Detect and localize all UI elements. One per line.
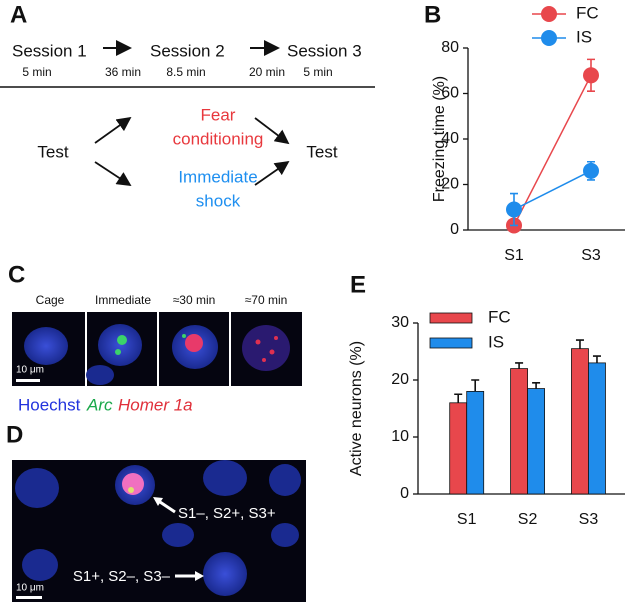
y-tick-label: 80 [441,39,459,56]
stain: Arc [86,395,113,414]
column-label: Cage [36,293,65,307]
micrographs [12,312,302,386]
annotation: S1–, S2+, S3+ [178,505,276,522]
interval: 20 min [249,65,285,79]
panel-letter: B [424,1,441,28]
bar [527,388,545,495]
column-label: Immediate [95,293,151,307]
scale-bar-label: 10 μm [16,583,44,594]
duration: 8.5 min [166,65,205,79]
arrow [94,161,132,186]
bar [510,368,528,495]
y-tick-label: 30 [391,314,409,331]
scale-bar-label: 10 μm [16,365,44,376]
legend-label: IS [488,332,504,351]
x-tick-label: S3 [581,247,601,264]
panel-letter: D [6,421,23,448]
interval: 36 min [105,65,141,79]
micrograph [12,460,306,602]
x-tick-label: S1 [457,511,477,528]
bar [466,390,485,495]
annotation: S1+, S2–, S3– [73,568,171,585]
marker [506,201,522,218]
panel-letter: C [8,261,25,288]
fear: Fear [201,105,236,124]
marker [583,162,599,179]
duration: 5 min [22,65,51,79]
y-tick-label: 10 [391,428,409,445]
y-tick-label: 20 [391,371,409,388]
bar [588,362,606,495]
legend-label: IS [576,27,592,46]
column-label: ≈30 min [173,293,216,307]
test: Test [37,142,68,161]
legend-marker [541,6,557,22]
arrow [254,117,290,145]
line [513,74,592,226]
test: Test [306,142,337,161]
x-tick-label: S2 [518,511,538,528]
legend-label: FC [488,307,511,326]
stain: Homer 1a [118,395,193,414]
session: Session 1 [12,41,87,60]
y-tick-label: 60 [441,85,459,102]
x-tick-label: S1 [504,247,524,264]
legend-swatch [429,312,473,324]
arrow [254,160,290,186]
y-axis-label: Active neurons (%) [348,341,365,476]
stain: Hoechst [18,395,81,414]
panel-letter: A [10,1,27,28]
arrow [94,116,132,144]
legend-marker [541,30,557,46]
legend-label: FC [576,3,599,22]
x-tick-label: S3 [579,511,599,528]
y-axis-label: Freezing time (%) [431,76,448,202]
y-tick-label: 0 [450,221,459,238]
legend-swatch [429,337,473,349]
shock: shock [196,191,241,210]
y-tick-label: 40 [441,130,459,147]
session: Session 3 [287,41,362,60]
bar [449,402,468,495]
bar [571,348,589,495]
y-tick-label: 0 [400,485,409,502]
shock: Immediate [178,167,257,186]
line [513,170,592,211]
panel-letter: E [350,271,366,298]
column-label: ≈70 min [245,293,288,307]
fear: conditioning [173,129,264,148]
marker [583,67,599,84]
duration: 5 min [303,65,332,79]
session: Session 2 [150,41,225,60]
y-tick-label: 20 [441,176,459,193]
